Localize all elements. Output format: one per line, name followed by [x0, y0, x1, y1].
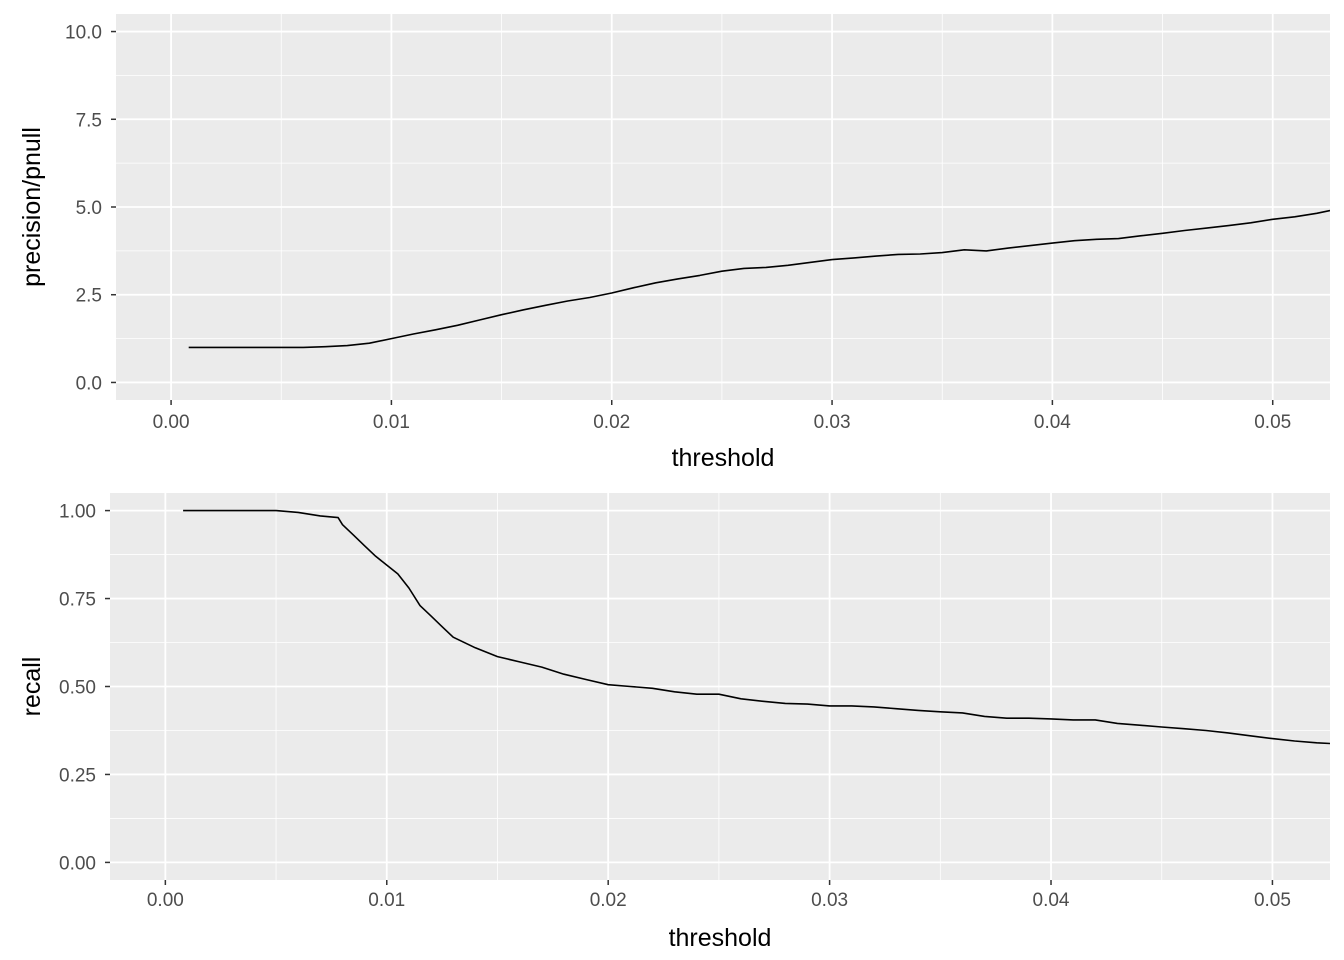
- y-axis-title: precision/pnull: [18, 127, 46, 287]
- x-axis-title: threshold: [672, 444, 775, 472]
- y-axis-title: recall: [18, 657, 46, 717]
- y-tick-label: 10.0: [65, 23, 102, 44]
- y-tick-label: 7.5: [76, 110, 102, 131]
- x-tick-label: 0.02: [593, 412, 630, 433]
- chart-panel-2: 0.00 0.01 0.02 0.03 0.04 0.05 0.00 0.25 0.50 0.75…: [18, 493, 1330, 952]
- x-axis-title: threshold: [669, 924, 772, 952]
- y-tick-label: 0.00: [59, 853, 96, 874]
- chart-panel-1: 0.00 0.01 0.02 0.03 0.04 0.05 0.0 2.5 5.0 7.5 10.0…: [18, 14, 1330, 472]
- y-tick-label: 0.0: [76, 373, 102, 394]
- x-tick-label: 0.02: [590, 890, 627, 911]
- x-tick-label: 0.00: [147, 890, 184, 911]
- series-line: [188, 209, 1330, 349]
- x-tick-label: 0.05: [1254, 412, 1291, 433]
- x-tick-label: 0.05: [1254, 890, 1291, 911]
- x-tick-label: 0.03: [811, 890, 848, 911]
- y-tick-label: 0.25: [59, 765, 96, 786]
- x-tick-label: 0.04: [1034, 412, 1071, 433]
- y-tick-label: 2.5: [76, 286, 102, 307]
- y-tick-label: 0.75: [59, 590, 96, 611]
- x-tick-label: 0.04: [1033, 890, 1070, 911]
- y-tick-label: 5.0: [76, 198, 102, 219]
- y-tick-label: 1.00: [59, 502, 96, 523]
- x-tick-label: 0.03: [814, 412, 851, 433]
- series-line: [183, 509, 1330, 745]
- x-tick-label: 0.00: [153, 412, 190, 433]
- x-tick-label: 0.01: [368, 890, 405, 911]
- y-tick-label: 0.50: [59, 678, 96, 699]
- x-tick-label: 0.01: [373, 412, 410, 433]
